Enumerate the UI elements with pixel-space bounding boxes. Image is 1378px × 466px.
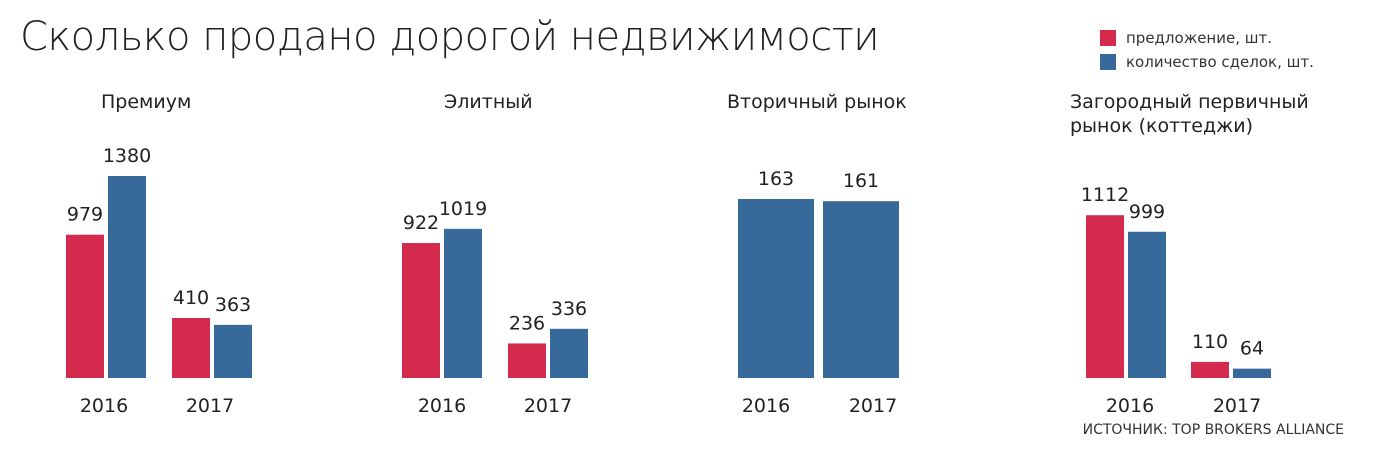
- bar-1-2017-1: [550, 328, 588, 378]
- value-label-0-2017-1: 363: [215, 294, 251, 316]
- value-label-3-2016-1: 999: [1129, 201, 1165, 223]
- value-label-2-2016-0: 163: [758, 168, 794, 190]
- legend: предложение, шт. количество сделок, шт.: [1100, 26, 1314, 74]
- x-tick-label-0-0: 2016: [80, 395, 128, 417]
- value-label-0-2017-0: 410: [173, 287, 209, 309]
- value-label-0-2016-0: 979: [67, 204, 103, 226]
- x-tick-label-2-0: 2016: [742, 395, 790, 417]
- value-label-1-2016-1: 1019: [439, 198, 487, 220]
- value-label-2-2017-0: 161: [843, 170, 879, 192]
- chart-title-2: Вторичный рынок: [727, 91, 907, 113]
- x-tick-label-1-0: 2016: [418, 395, 466, 417]
- legend-item-deals: количество сделок, шт.: [1100, 50, 1314, 74]
- value-label-3-2016-0: 1112: [1081, 184, 1129, 206]
- value-label-3-2017-1: 64: [1240, 338, 1264, 360]
- bar-1-2017-0: [508, 343, 546, 378]
- chart-title-1: Элитный: [444, 91, 533, 113]
- bar-0-2017-0: [172, 317, 210, 378]
- value-label-1-2016-0: 922: [403, 212, 439, 234]
- x-tick-label-2-1: 2017: [849, 395, 897, 417]
- bar-0-2016-0: [66, 234, 104, 378]
- legend-label-supply: предложение, шт.: [1126, 29, 1272, 47]
- bar-2-2017-0: [823, 201, 899, 378]
- chart-title-3: Загородный первичный рынок (коттеджи): [1070, 91, 1309, 137]
- x-tick-label-0-1: 2017: [186, 395, 234, 417]
- bar-3-2016-0: [1086, 215, 1124, 378]
- legend-swatch-supply: [1100, 30, 1116, 46]
- page-title: Сколько продано дорогой недвижимости: [20, 14, 880, 60]
- bar-2-2016-0: [738, 199, 814, 378]
- chart-title-0: Премиум: [101, 91, 191, 113]
- bar-0-2017-1: [214, 324, 252, 378]
- legend-swatch-deals: [1100, 54, 1116, 70]
- x-tick-label-3-1: 2017: [1213, 395, 1261, 417]
- bar-3-2017-1: [1233, 368, 1271, 378]
- value-label-3-2017-0: 110: [1192, 331, 1228, 353]
- legend-item-supply: предложение, шт.: [1100, 26, 1314, 50]
- bar-3-2017-0: [1191, 361, 1229, 378]
- bar-3-2016-1: [1128, 231, 1166, 378]
- source-note: ИСТОЧНИК: TOP BROKERS ALLIANCE: [1082, 422, 1344, 438]
- value-label-1-2017-0: 236: [509, 312, 545, 334]
- bar-0-2016-1: [108, 176, 146, 378]
- value-label-0-2016-1: 1380: [103, 145, 151, 167]
- value-label-1-2017-1: 336: [551, 298, 587, 320]
- legend-label-deals: количество сделок, шт.: [1126, 53, 1314, 71]
- bar-1-2016-1: [444, 228, 482, 378]
- x-tick-label-1-1: 2017: [524, 395, 572, 417]
- bar-1-2016-0: [402, 243, 440, 378]
- x-tick-label-3-0: 2016: [1106, 395, 1154, 417]
